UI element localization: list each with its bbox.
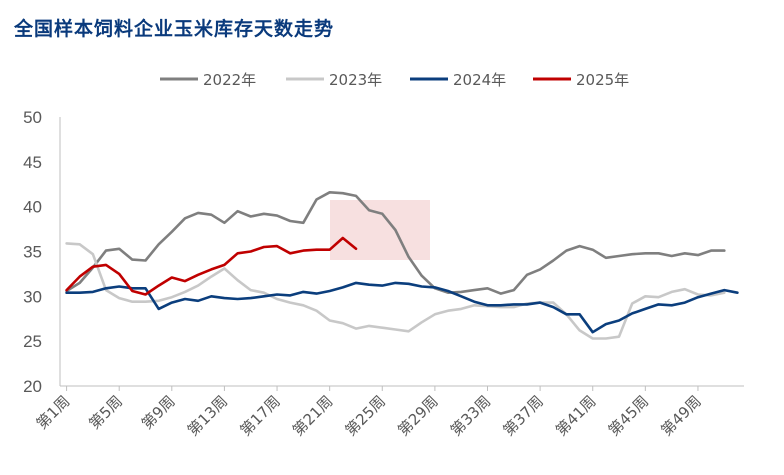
chart-title: 全国样本饲料企业玉米库存天数走势 (14, 18, 335, 40)
x-tick-label: 第25周 (342, 392, 389, 439)
x-tick-label: 第33周 (447, 392, 494, 439)
x-tick-label: 第37周 (500, 392, 547, 439)
x-tick-label: 第45周 (605, 392, 652, 439)
y-tick-label: 25 (23, 332, 42, 351)
y-tick-label: 50 (23, 108, 42, 127)
series-line-2023 (65, 242, 726, 340)
y-tick-label: 45 (23, 153, 42, 172)
series-line-2025 (65, 236, 358, 296)
x-tick-label: 第5周 (85, 392, 126, 433)
x-tick-label: 第21周 (289, 392, 336, 439)
series-line-2022 (65, 191, 726, 295)
legend-label: 2022年 (203, 71, 256, 89)
x-tick-label: 第49周 (657, 392, 704, 439)
x-tick-label: 第29周 (394, 392, 441, 439)
y-tick-label: 35 (23, 243, 42, 262)
legend-label: 2025年 (576, 71, 629, 89)
x-tick-label: 第13周 (184, 392, 231, 439)
legend-label: 2024年 (453, 71, 506, 89)
axes: 20253035404550第1周 第5周 第9周 第13周 第17周 第21周 第25周第… (23, 108, 744, 440)
x-tick-label: 第41周 (552, 392, 599, 439)
y-tick-label: 20 (23, 377, 42, 396)
legend: 2022年 2023年 2024年 2025年 (160, 71, 629, 89)
y-tick-label: 30 (23, 287, 42, 306)
series-line-2024 (65, 281, 739, 334)
legend-label: 2023年 (329, 71, 382, 89)
series-lines (65, 191, 739, 340)
x-tick-label: 第1周 (33, 392, 74, 433)
watermark (330, 200, 430, 260)
x-tick-label: 第9周 (138, 392, 179, 433)
y-tick-label: 40 (23, 198, 42, 217)
x-tick-label: 第17周 (236, 392, 283, 439)
